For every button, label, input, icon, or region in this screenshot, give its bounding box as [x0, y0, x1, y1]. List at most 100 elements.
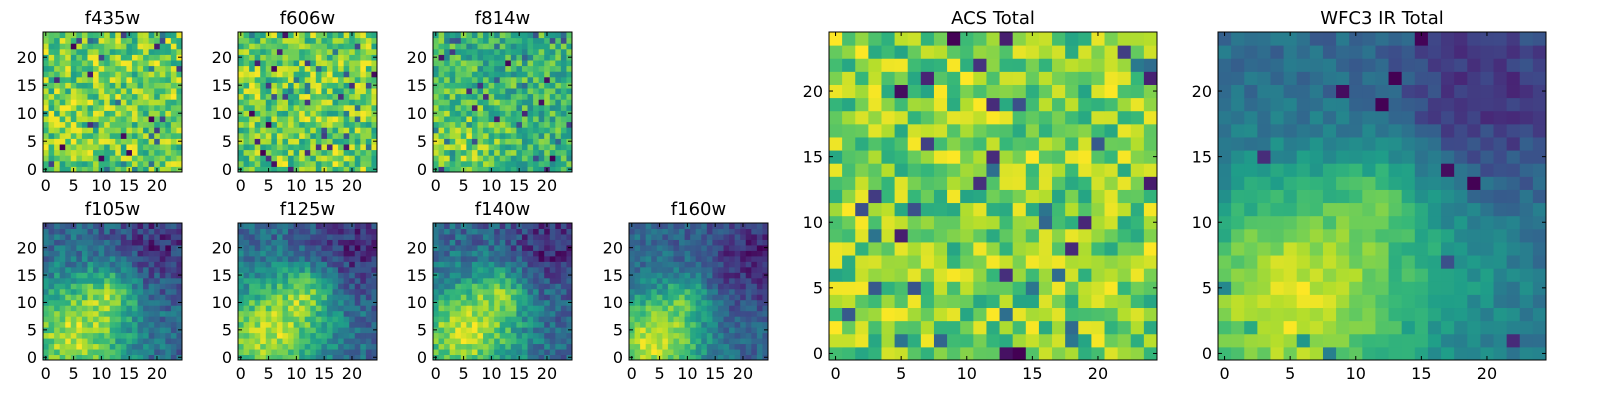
- heatmap-cell: [243, 349, 250, 356]
- heatmap-cell: [881, 176, 896, 190]
- heatmap-cell: [148, 166, 155, 173]
- heatmap-cell: [170, 266, 177, 273]
- heatmap-cell: [471, 144, 478, 151]
- heatmap-cell: [159, 244, 166, 251]
- heatmap-cell: [159, 228, 166, 235]
- heatmap-cell: [238, 71, 245, 78]
- heatmap-cell: [717, 288, 725, 295]
- heatmap-cell: [48, 223, 55, 229]
- heatmap-cell: [645, 223, 652, 229]
- heatmap-cell: [148, 354, 155, 361]
- heatmap-cell: [1104, 228, 1119, 243]
- heatmap-cell: [1065, 163, 1079, 177]
- heatmap-cell: [254, 239, 261, 246]
- heatmap-cell: [483, 149, 490, 156]
- heatmap-cell: [907, 281, 922, 295]
- heatmap-cell: [734, 310, 741, 317]
- heatmap-cell: [332, 261, 339, 268]
- heatmap-cell: [254, 82, 261, 89]
- heatmap-cell: [310, 127, 317, 134]
- heatmap-cell: [679, 223, 686, 229]
- heatmap-cell: [310, 261, 317, 268]
- heatmap-cell: [371, 104, 378, 111]
- heatmap-cell: [165, 223, 172, 229]
- heatmap-cell: [538, 349, 545, 356]
- heatmap-cell: [154, 338, 161, 345]
- heatmap-cell: [59, 233, 66, 240]
- heatmap-cell: [59, 71, 66, 78]
- heatmap-cell: [560, 288, 567, 295]
- heatmap-cell: [315, 93, 322, 100]
- heatmap-cell: [343, 60, 350, 67]
- heatmap-cell: [438, 310, 445, 317]
- heatmap-cell: [365, 48, 372, 55]
- heatmap-cell: [947, 189, 961, 204]
- heatmap-cell: [360, 155, 367, 162]
- heatmap-cell: [690, 338, 697, 345]
- heatmap-cell: [276, 239, 283, 246]
- heatmap-cell: [109, 283, 116, 290]
- heatmap-cell: [494, 82, 501, 89]
- heatmap-cell: [120, 48, 127, 55]
- heatmap-cell: [109, 127, 116, 134]
- heatmap-cell: [282, 233, 289, 240]
- heatmap-cell: [1091, 320, 1106, 335]
- heatmap-cell: [310, 316, 317, 323]
- heatmap-cell: [254, 316, 261, 323]
- heatmap-cell: [544, 233, 551, 240]
- heatmap-cell: [288, 132, 295, 139]
- heatmap-cell: [159, 65, 166, 72]
- heatmap-cell: [1091, 307, 1106, 322]
- heatmap-cell: [104, 261, 111, 268]
- heatmap-cell: [855, 228, 869, 243]
- heatmap-cell: [315, 349, 322, 356]
- heatmap-cell: [332, 37, 339, 44]
- heatmap-cell: [555, 327, 562, 334]
- heatmap-cell: [154, 244, 161, 251]
- heatmap-cell: [104, 132, 111, 139]
- heatmap-cell: [104, 228, 111, 235]
- heatmap-cell: [137, 244, 144, 251]
- heatmap-cell: [360, 65, 367, 72]
- heatmap-cell: [315, 104, 322, 111]
- heatmap-cell: [510, 99, 517, 106]
- heatmap-cell: [510, 132, 517, 139]
- heatmap-cell: [695, 288, 702, 295]
- heatmap-cell: [494, 343, 501, 350]
- heatmap-cell: [321, 332, 328, 339]
- heatmap-cell: [634, 310, 641, 317]
- heatmap-cell: [656, 327, 663, 334]
- heatmap-cell: [148, 327, 155, 334]
- heatmap-cell: [65, 155, 72, 162]
- heatmap-cell: [271, 149, 278, 156]
- heatmap-cell: [271, 299, 278, 306]
- heatmap-cell: [1038, 333, 1053, 348]
- heatmap-cell: [1052, 202, 1066, 217]
- heatmap-cell: [76, 288, 83, 295]
- heatmap-cell: [43, 294, 50, 301]
- heatmap-cell: [120, 76, 127, 83]
- heatmap-cell: [299, 294, 306, 301]
- heatmap-cell: [165, 144, 172, 151]
- heatmap-cell: [148, 54, 155, 61]
- heatmap-cell: [1038, 346, 1053, 361]
- heatmap-cell: [449, 65, 456, 72]
- heatmap-cell: [483, 76, 490, 83]
- heatmap-cell: [894, 202, 909, 217]
- heatmap-cell: [249, 294, 256, 301]
- heatmap-cell: [449, 37, 456, 44]
- heatmap-cell: [282, 65, 289, 72]
- heatmap-cell: [48, 93, 55, 100]
- heatmap-cell: [293, 93, 300, 100]
- heatmap-cell: [282, 321, 289, 328]
- heatmap-cell: [1130, 294, 1145, 309]
- heatmap-cell: [433, 277, 440, 284]
- heatmap-cell: [104, 343, 111, 350]
- heatmap-cell: [499, 228, 506, 235]
- heatmap-cell: [538, 272, 545, 279]
- heatmap-cell: [48, 343, 55, 350]
- heatmap-cell: [65, 54, 72, 61]
- heatmap-cell: [365, 144, 372, 151]
- heatmap-cell: [533, 250, 540, 257]
